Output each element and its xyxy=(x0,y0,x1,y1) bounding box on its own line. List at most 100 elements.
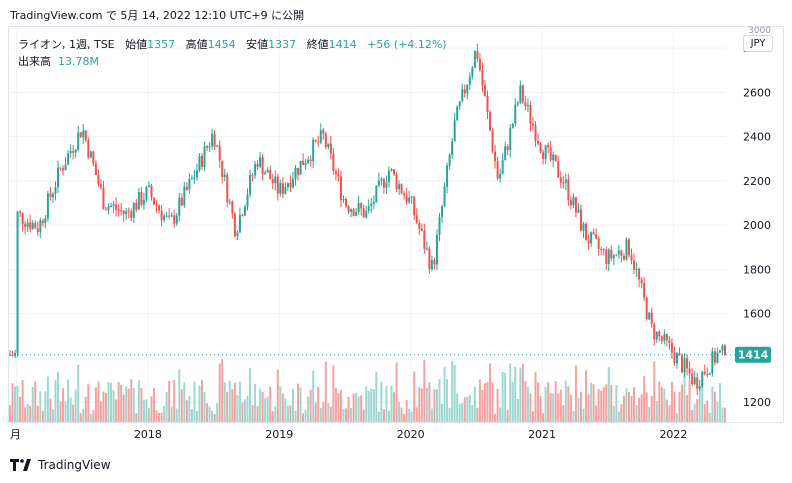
candle-body xyxy=(127,210,130,212)
candle-body xyxy=(259,157,262,167)
volume-bar xyxy=(552,393,555,422)
candle-body xyxy=(41,220,44,224)
candle-body xyxy=(453,120,456,142)
candle-body xyxy=(304,163,307,166)
brand-footer[interactable]: TradingView xyxy=(10,458,111,472)
candle-body xyxy=(423,230,426,249)
volume-bar xyxy=(46,376,49,422)
volume-bar xyxy=(423,360,426,422)
candle-body xyxy=(552,154,555,160)
volume-bar xyxy=(370,388,373,422)
volume-bar xyxy=(16,385,19,422)
volume-bar xyxy=(102,391,105,422)
candle-body xyxy=(718,350,721,353)
volume-bar xyxy=(286,405,289,422)
volume-bar xyxy=(653,361,656,422)
volume-bar xyxy=(615,385,618,422)
volume-bar xyxy=(137,380,140,422)
volume-bar xyxy=(59,401,62,422)
candle-body xyxy=(716,352,719,363)
candle-body xyxy=(655,331,658,340)
volume-bar xyxy=(643,376,646,422)
volume-bar xyxy=(716,401,719,422)
candle-body xyxy=(544,145,547,159)
candle-body xyxy=(345,199,348,207)
candle-body xyxy=(309,159,312,162)
candle-body xyxy=(110,205,113,207)
volume-bar xyxy=(87,383,90,422)
candle-body xyxy=(408,197,411,203)
candle-body xyxy=(201,155,204,167)
volume-bar xyxy=(127,388,130,422)
candle-body xyxy=(284,187,287,194)
volume-bar xyxy=(408,408,411,422)
volume-bar xyxy=(130,379,133,422)
volume-bar xyxy=(49,398,52,422)
volume-bar xyxy=(420,388,423,422)
volume-bar xyxy=(590,382,593,422)
high-label: 高値 xyxy=(185,38,208,51)
close-value: 1414 xyxy=(328,38,357,51)
candle-body xyxy=(529,104,532,124)
volume-bar xyxy=(701,373,704,422)
volume-bar xyxy=(332,365,335,422)
volume-bar xyxy=(377,411,380,422)
candle-body xyxy=(582,223,585,231)
volume-bar xyxy=(572,411,575,422)
volume-bar xyxy=(107,382,110,422)
candle-body xyxy=(175,215,178,224)
volume-bar xyxy=(658,381,661,422)
volume-bar xyxy=(630,396,633,422)
volume-bar xyxy=(463,396,466,422)
candle-body xyxy=(713,351,716,363)
candle-body xyxy=(307,159,310,164)
candle-body xyxy=(612,255,615,259)
candle-body xyxy=(387,170,390,183)
candle-body xyxy=(254,164,257,176)
candle-body xyxy=(226,174,229,203)
candle-body xyxy=(243,206,246,216)
volume-bar xyxy=(574,365,577,422)
volume-bar xyxy=(443,366,446,422)
chart-frame xyxy=(8,26,784,423)
candle-body xyxy=(665,333,668,341)
volume-bar xyxy=(329,406,332,422)
candle-body xyxy=(630,255,633,261)
candle-body xyxy=(147,185,150,187)
volume-bar xyxy=(84,396,87,422)
volume-bar xyxy=(506,409,509,422)
candle-body xyxy=(683,358,686,373)
candle-body xyxy=(130,211,133,218)
volume-bar xyxy=(266,396,269,422)
candle-body xyxy=(274,176,277,184)
volume-bar xyxy=(14,386,17,422)
candle-body xyxy=(339,176,342,200)
candle-body xyxy=(246,194,249,207)
candle-body xyxy=(501,160,504,174)
candle-body xyxy=(461,89,464,102)
volume-bar xyxy=(170,406,173,422)
currency-selector[interactable]: JPY xyxy=(743,35,773,52)
volume-bar xyxy=(471,405,474,422)
candle-body xyxy=(400,184,403,194)
volume-bar xyxy=(339,389,342,422)
candle-body xyxy=(221,160,224,178)
candle-body xyxy=(203,146,206,167)
volume-bar xyxy=(688,379,691,422)
volume-bar xyxy=(289,405,292,422)
volume-bar xyxy=(587,394,590,422)
candle-body xyxy=(706,373,709,375)
volume-bar xyxy=(499,407,502,422)
volume-bar xyxy=(438,379,441,422)
candle-body xyxy=(617,250,620,255)
volume-bar xyxy=(150,396,153,422)
candle-body xyxy=(24,224,27,227)
candle-body xyxy=(681,355,684,373)
volume-bar xyxy=(175,408,178,422)
candle-body xyxy=(418,222,421,229)
volume-bar xyxy=(622,395,625,422)
candle-body xyxy=(567,179,570,201)
volume-bar xyxy=(478,379,481,422)
volume-bar xyxy=(640,394,643,422)
